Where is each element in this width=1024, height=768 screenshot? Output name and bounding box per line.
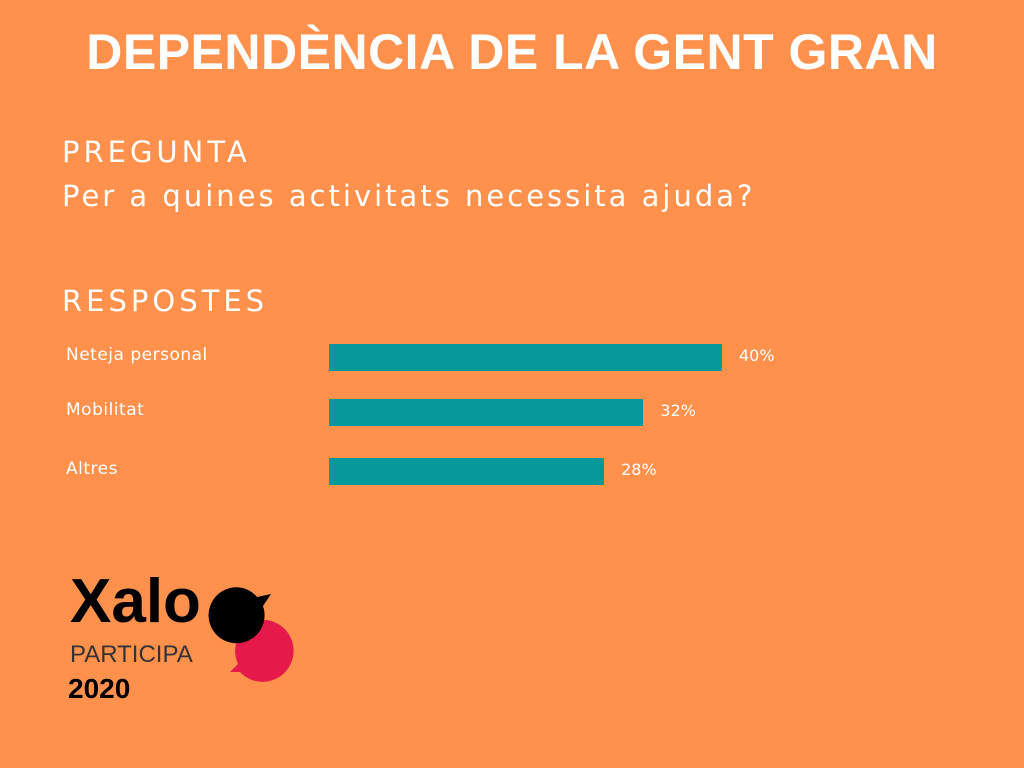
value-label: 40% <box>739 346 775 365</box>
logo-black-bubble-icon <box>208 587 271 644</box>
xalo-participa-logo: Xalo PARTICIPA 2020 <box>68 567 294 704</box>
value-label: 32% <box>660 401 696 420</box>
category-label: Mobilitat <box>66 400 145 420</box>
bar <box>329 344 722 371</box>
bar <box>329 458 605 485</box>
category-label: Neteja personal <box>66 345 208 365</box>
question-label: PREGUNTA <box>62 135 251 169</box>
bar <box>329 399 644 426</box>
logo-sub: PARTICIPA <box>70 641 193 668</box>
answers-label: RESPOSTES <box>62 284 269 318</box>
category-label: Altres <box>66 459 118 479</box>
logo-year: 2020 <box>68 673 130 704</box>
logo-name: Xalo <box>70 567 201 636</box>
question-text: Per a quines activitats necessita ajuda? <box>62 179 756 213</box>
page-title: DEPENDÈNCIA DE LA GENT GRAN <box>86 24 938 80</box>
value-label: 28% <box>621 460 657 479</box>
